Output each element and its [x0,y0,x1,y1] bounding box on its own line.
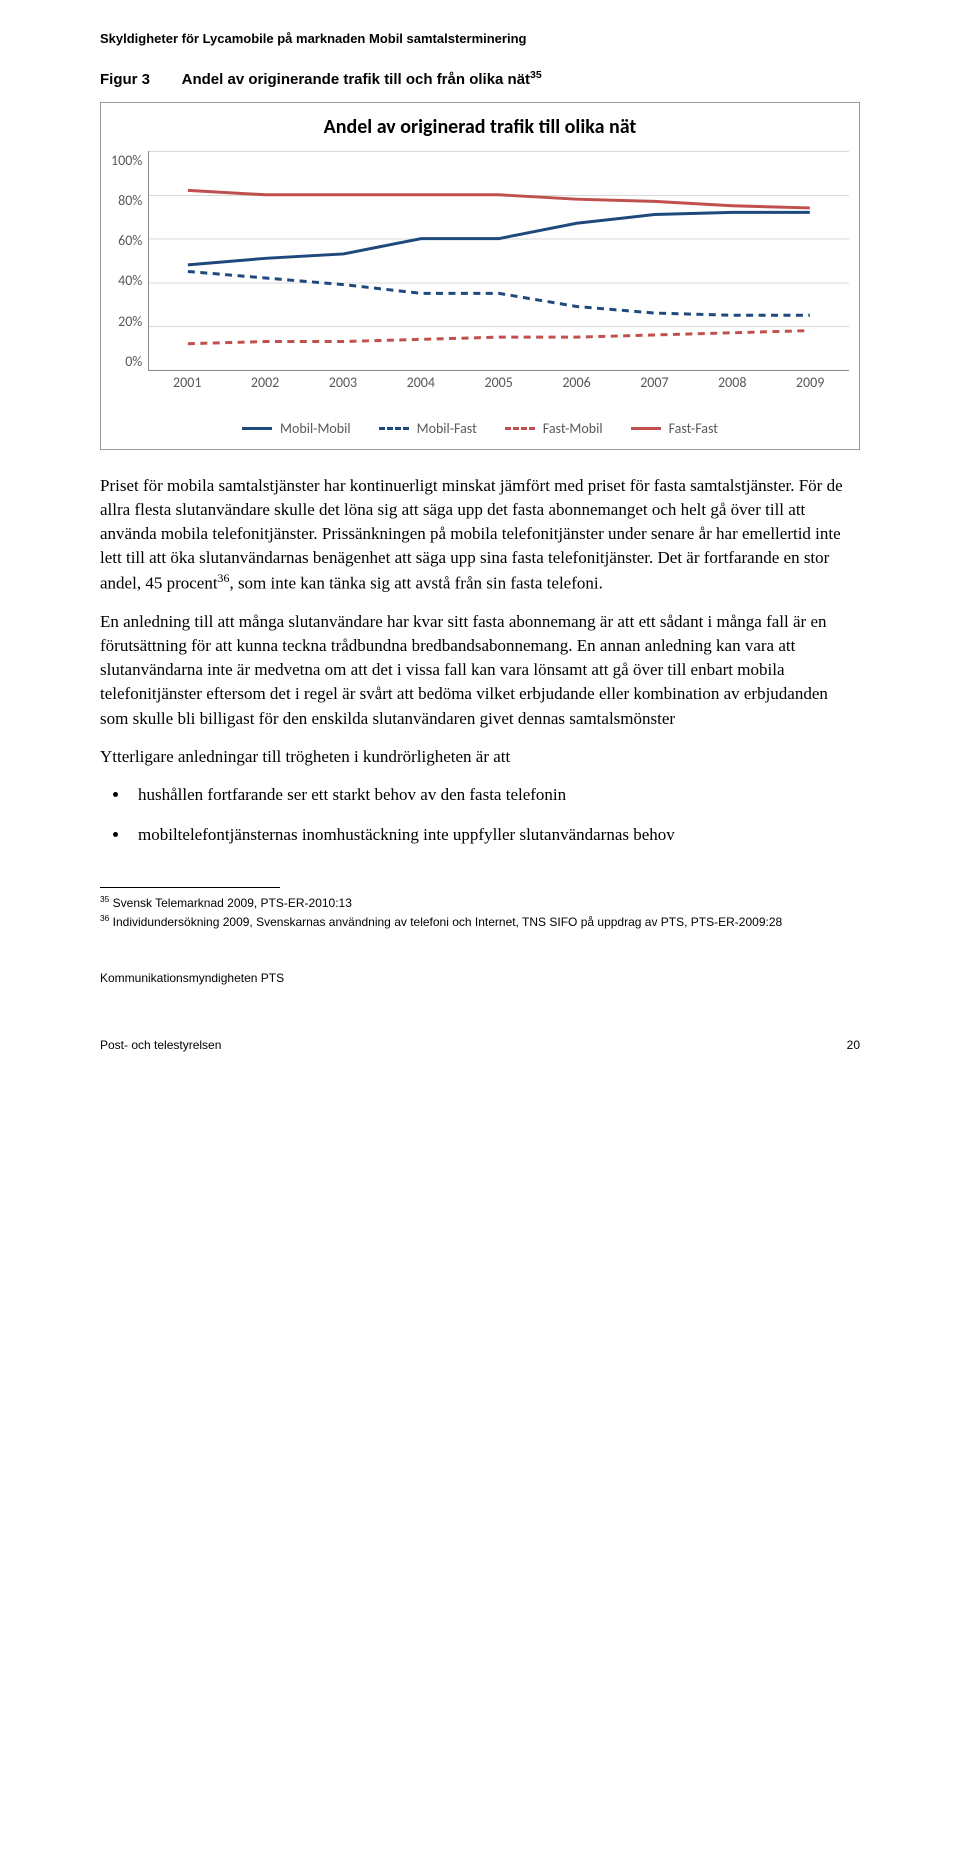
footer-org: Kommunikationsmyndigheten PTS [100,970,860,987]
list-item: mobiltelefontjänsternas inomhustäckning … [130,823,860,847]
footer-left: Post- och telestyrelsen [100,1037,221,1054]
footnotes: 35 Svensk Telemarknad 2009, PTS-ER-2010:… [100,894,860,930]
chart-legend: Mobil-MobilMobil-FastFast-MobilFast-Fast [111,419,849,439]
figure-title: Andel av originerande trafik till och fr… [182,71,530,88]
figure-title-sup: 35 [530,69,542,81]
figure-caption: Figur 3 Andel av originerande trafik til… [100,68,860,90]
list-item: hushållen fortfarande ser ett starkt beh… [130,783,860,807]
chart-area: 100%80%60%40%20%0% 200120022003200420052… [111,151,849,411]
paragraph-2: En anledning till att många slutanvändar… [100,610,860,731]
x-axis-labels: 200120022003200420052006200720082009 [148,371,849,395]
page-footer: Post- och telestyrelsen 20 [100,1037,860,1054]
paragraph-3: Ytterligare anledningar till trögheten i… [100,745,860,769]
y-axis-labels: 100%80%60%40%20%0% [111,151,148,391]
footnote-separator [100,887,280,888]
footnote-35: 35 Svensk Telemarknad 2009, PTS-ER-2010:… [100,894,860,911]
figure-number: Figur 3 [100,71,150,88]
bullet-list: hushållen fortfarande ser ett starkt beh… [130,783,860,847]
chart-title: Andel av originerad trafik till olika nä… [111,113,849,141]
page-header: Skyldigheter för Lycamobile på marknaden… [100,30,860,48]
footnote-36: 36 Individundersökning 2009, Svenskarnas… [100,913,860,930]
paragraph-1: Priset för mobila samtalstjänster har ko… [100,474,860,596]
page-number: 20 [847,1037,860,1054]
chart-lines [149,151,849,370]
chart-container: Andel av originerad trafik till olika nä… [100,102,860,450]
chart-plot [148,151,849,371]
